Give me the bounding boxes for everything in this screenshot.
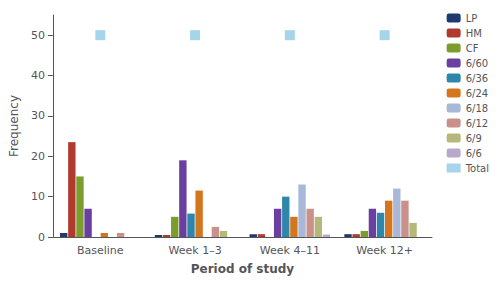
svg-text:Frequency: Frequency xyxy=(7,95,21,157)
svg-text:LP: LP xyxy=(466,13,478,24)
svg-text:50: 50 xyxy=(31,29,45,42)
svg-text:6/9: 6/9 xyxy=(466,133,482,144)
svg-text:Week 4–11: Week 4–11 xyxy=(260,244,320,257)
svg-text:Week 1–3: Week 1–3 xyxy=(168,244,221,257)
svg-text:6/36: 6/36 xyxy=(466,73,488,84)
svg-text:HM: HM xyxy=(466,28,482,39)
svg-text:0: 0 xyxy=(38,231,45,244)
svg-text:Total: Total xyxy=(465,163,489,174)
svg-text:20: 20 xyxy=(31,150,45,163)
svg-text:6/60: 6/60 xyxy=(466,58,488,69)
svg-text:6/18: 6/18 xyxy=(466,103,488,114)
svg-text:Period of study: Period of study xyxy=(191,262,295,276)
svg-text:6/24: 6/24 xyxy=(466,88,488,99)
svg-text:Baseline: Baseline xyxy=(77,244,124,257)
svg-text:30: 30 xyxy=(31,109,45,122)
svg-text:40: 40 xyxy=(31,69,45,82)
svg-text:Week 12+: Week 12+ xyxy=(356,244,413,257)
svg-text:6/6: 6/6 xyxy=(466,148,482,159)
svg-text:CF: CF xyxy=(466,43,479,54)
svg-text:6/12: 6/12 xyxy=(466,118,488,129)
svg-text:10: 10 xyxy=(31,190,45,203)
